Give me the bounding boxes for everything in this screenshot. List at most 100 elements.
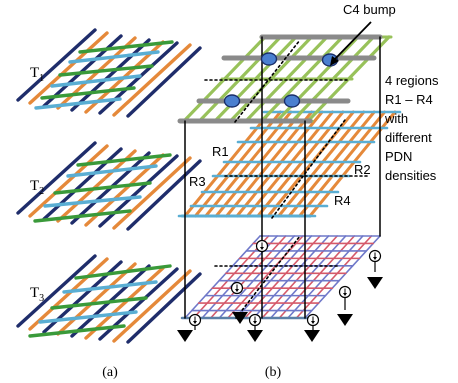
tier-wire-horizontal [34, 97, 122, 110]
bottom-mesh-diagonal [235, 235, 313, 319]
tier-3-label: T3 [30, 285, 44, 304]
tier-wire-horizontal [78, 40, 174, 54]
tier-wire-horizontal [66, 164, 158, 178]
mid-wire-diagonal [287, 110, 376, 218]
tier-wire-diagonal [112, 156, 192, 230]
ground-arrow [177, 330, 193, 342]
bottom-mesh-diagonal [295, 235, 373, 319]
tier-wire-diagonal [42, 147, 123, 221]
tier-wire-horizontal [40, 86, 136, 100]
panel-a: T1 T2 T3 (a) [16, 28, 202, 380]
bottom-mesh-diagonal [304, 235, 381, 319]
tier-wire-diagonal [56, 149, 137, 223]
mid-wire-diagonal [256, 110, 345, 218]
tier-wire-diagonal [28, 31, 109, 105]
annotation-line-3: with [384, 111, 408, 126]
bottom-mesh-diagonal [184, 235, 261, 319]
annotation-line-5: PDN [385, 149, 412, 164]
tier-wire-horizontal [38, 310, 138, 324]
tier-wire-diagonal [126, 159, 202, 231]
annotation-line-2: R1 – R4 [385, 92, 433, 107]
regions-annotation: 4 regions R1 – R4 with different PDN den… [384, 73, 439, 183]
current-source-arrowhead [311, 321, 315, 324]
current-source-arrowhead [193, 321, 197, 324]
mid-wire-diagonal [204, 110, 293, 218]
current-sources [188, 239, 382, 327]
panel-b: C4 bump 4 regions R1 – R4 with different… [177, 2, 439, 380]
tier-wire-diagonal [112, 43, 192, 117]
bottom-mesh-diagonal [261, 235, 338, 319]
ground-arrow [367, 277, 383, 289]
bottom-mesh-diagonal [209, 235, 287, 319]
mid-wire-diagonal [308, 110, 397, 218]
dotted-divider [271, 119, 346, 219]
dotted-divider [235, 235, 301, 319]
tier-wire-horizontal [58, 64, 154, 77]
tier-3-grid [16, 254, 202, 344]
bottom-mesh-diagonal [269, 235, 347, 319]
mid-wire-diagonal [298, 110, 387, 218]
tier-wire-horizontal [33, 209, 132, 223]
ground-arrow [337, 314, 353, 326]
tier-wire-diagonal [16, 141, 97, 215]
mid-wire-diagonal [225, 110, 314, 218]
ground-arrows [177, 277, 383, 342]
tier-wire-diagonal [28, 257, 109, 331]
c4-bump-label: C4 bump [343, 2, 396, 17]
tier-wire-horizontal [62, 280, 158, 294]
bottom-mesh-diagonal [227, 235, 304, 319]
c4-bump-pointer-arrowhead [330, 56, 339, 66]
tier-wire-diagonal [126, 272, 202, 344]
c4-bump [223, 94, 241, 108]
annotation-line-1: 4 regions [385, 73, 439, 88]
bottom-mesh-diagonal [287, 235, 364, 319]
middle-tier-grid [177, 110, 402, 218]
tier-wire-horizontal [50, 296, 148, 310]
top-tier-grid [177, 34, 393, 124]
tier-wire-horizontal [74, 264, 172, 280]
mid-wire-diagonal [193, 110, 282, 218]
dotted-divider [234, 39, 301, 123]
tier-1-label: T1 [30, 65, 44, 84]
region-label-r3: R3 [189, 174, 206, 189]
tier-wire-diagonal [56, 262, 137, 336]
tier-wire-diagonal [70, 38, 151, 112]
tier-wire-horizontal [68, 50, 160, 64]
tier-wire-horizontal [76, 153, 172, 167]
bottom-tier-grid [180, 235, 381, 320]
current-source-arrowhead [235, 289, 239, 292]
tier-wire-horizontal [43, 195, 142, 208]
tier-wire-diagonal [28, 144, 109, 218]
tier-wire-horizontal [53, 181, 152, 195]
tier-2-grid [16, 141, 202, 231]
mid-wire-diagonal [214, 110, 303, 218]
bottom-mesh-diagonal [192, 235, 270, 319]
bottom-mesh-diagonal [252, 235, 330, 319]
annotation-line-6: densities [385, 168, 437, 183]
tier-wire-horizontal [50, 74, 142, 88]
c4-bump [260, 52, 278, 66]
bottom-mesh-diagonal [218, 235, 296, 319]
mid-wire-diagonal [235, 110, 324, 218]
dotted-region-dividers [204, 39, 371, 319]
tier-wire-diagonal [126, 46, 202, 118]
region-label-r1: R1 [212, 144, 229, 159]
tier-wire-diagonal [84, 266, 165, 340]
tier-2-label: T2 [30, 178, 44, 197]
tier-wire-horizontal [28, 324, 126, 338]
ground-arrow [304, 330, 320, 342]
region-label-r4: R4 [334, 193, 351, 208]
current-source-arrowhead [260, 247, 264, 250]
caption-a: (a) [102, 365, 118, 380]
c4-bump-pointer [333, 21, 372, 61]
ground-arrow [232, 312, 248, 324]
caption-b: (b) [265, 365, 282, 380]
current-source-arrowhead [343, 293, 347, 296]
mid-wire-diagonal [183, 110, 272, 218]
region-label-r2: R2 [354, 162, 371, 177]
mid-wire-diagonal [277, 110, 366, 218]
current-source-arrowhead [373, 257, 377, 260]
c4-bump [283, 94, 301, 108]
mid-wire-diagonal [266, 110, 355, 218]
